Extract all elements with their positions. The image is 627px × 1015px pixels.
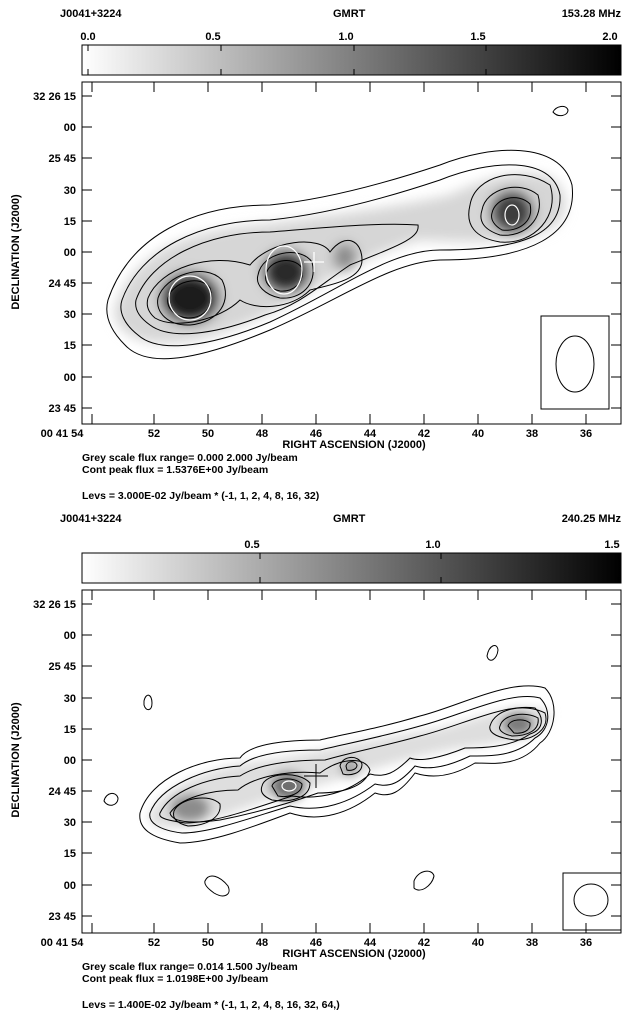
y-axis-label: DECLINATION (J2000) — [10, 194, 22, 310]
frequency-label: 153.28 MHz — [562, 8, 622, 20]
ra-tick-label: 38 — [526, 937, 538, 949]
core-position-cross — [304, 764, 328, 788]
dec-tick-label: 00 — [64, 630, 76, 642]
contour-map-panel-153mhz: J0041+3224 GMRT 153.28 MHz 0.0 0.5 1.0 1… — [10, 8, 622, 502]
greyscale-emission — [148, 707, 551, 828]
ra-tick-label: 48 — [256, 428, 268, 440]
map-area: 32 26 15 00 25 45 30 15 00 24 45 30 15 0… — [33, 589, 622, 949]
colorbar-tick-label: 2.0 — [602, 31, 617, 43]
dec-tick-label: 32 26 15 — [33, 91, 76, 103]
colorbar-tick-label: 0.0 — [80, 31, 95, 43]
ra-ticks: 00 41 54 52 50 48 46 44 42 40 38 36 — [41, 590, 592, 949]
telescope-name: GMRT — [333, 513, 366, 525]
ra-ticks: 00 41 54 52 50 48 46 44 42 40 38 36 — [41, 82, 592, 440]
dec-tick-label: 24 45 — [48, 278, 76, 290]
source-name: J0041+3224 — [60, 8, 122, 20]
colorbar-frame — [81, 552, 622, 584]
colorbar-frame — [81, 44, 622, 76]
ra-tick-label: 00 41 54 — [41, 937, 85, 949]
colorbar: 0.5 1.0 1.5 — [81, 539, 622, 584]
x-axis-label: RIGHT ASCENSION (J2000) — [282, 948, 426, 960]
y-axis-label: DECLINATION (J2000) — [10, 702, 22, 818]
ra-tick-label: 50 — [202, 937, 214, 949]
colorbar-tick-label: 1.5 — [470, 31, 485, 43]
x-axis-label: RIGHT ASCENSION (J2000) — [282, 439, 426, 451]
colorbar-gradient — [82, 45, 621, 75]
contour-map-figure: J0041+3224 GMRT 240.25 MHz 0.5 1.0 1.5 — [10, 513, 622, 1011]
ra-tick-label: 44 — [364, 428, 377, 440]
ra-tick-label: 46 — [310, 937, 322, 949]
source-name: J0041+3224 — [60, 513, 122, 525]
dec-tick-label: 00 — [64, 247, 76, 259]
peak-contour — [281, 780, 297, 792]
dec-tick-label: 25 45 — [48, 661, 76, 673]
dec-tick-label: 30 — [64, 309, 76, 321]
map-frame — [81, 589, 622, 934]
dec-tick-label: 24 45 — [48, 786, 76, 798]
contour-lines — [106, 105, 573, 360]
ra-tick-label: 44 — [364, 937, 377, 949]
ra-tick-label: 42 — [418, 937, 430, 949]
dec-tick-label: 30 — [64, 817, 76, 829]
ra-tick-label: 36 — [580, 428, 592, 440]
ra-tick-label: 42 — [418, 428, 430, 440]
dec-ticks: 32 26 15 00 25 45 30 15 00 24 45 30 15 0… — [33, 599, 621, 923]
peak-flux-text: Cont peak flux = 1.5376E+00 Jy/beam — [82, 464, 268, 476]
dec-tick-label: 23 45 — [48, 403, 76, 415]
dec-ticks: 32 26 15 00 25 45 30 15 00 24 45 30 15 0… — [33, 91, 621, 415]
beam-ellipse — [555, 335, 595, 393]
ra-tick-label: 50 — [202, 428, 214, 440]
dec-tick-label: 32 26 15 — [33, 599, 76, 611]
colorbar-tick-label: 0.5 — [244, 539, 259, 551]
colorbar-tick-label: 1.0 — [425, 539, 440, 551]
colorbar-tick-label: 1.0 — [338, 31, 353, 43]
map-area: 32 26 15 00 25 45 30 15 00 24 45 30 15 0… — [33, 81, 622, 440]
dec-tick-label: 15 — [64, 216, 76, 228]
telescope-name: GMRT — [333, 8, 366, 20]
beam-box — [540, 315, 610, 410]
dec-tick-label: 15 — [64, 340, 76, 352]
contour-map-figure: J0041+3224 GMRT 153.28 MHz 0.0 0.5 1.0 1… — [10, 8, 622, 502]
dec-tick-label: 00 — [64, 880, 76, 892]
ra-tick-label: 38 — [526, 428, 538, 440]
map-frame — [81, 81, 622, 425]
dec-tick-label: 15 — [64, 724, 76, 736]
colorbar-tick-label: 1.5 — [604, 539, 619, 551]
greyscale-emission — [114, 173, 566, 344]
dec-tick-label: 30 — [64, 693, 76, 705]
contour-levels-text: Levs = 1.400E-02 Jy/beam * (-1, 1, 2, 4,… — [82, 999, 340, 1011]
ra-tick-label: 48 — [256, 937, 268, 949]
ra-tick-label: 46 — [310, 428, 322, 440]
flux-range-text: Grey scale flux range= 0.000 2.000 Jy/be… — [82, 452, 298, 464]
peak-contour — [168, 275, 212, 321]
ra-tick-label: 40 — [472, 937, 484, 949]
ra-tick-label: 52 — [148, 428, 160, 440]
colorbar: 0.0 0.5 1.0 1.5 2.0 — [80, 31, 622, 76]
peak-contour — [265, 245, 303, 295]
contour-levels-text: Levs = 3.000E-02 Jy/beam * (-1, 1, 2, 4,… — [82, 490, 319, 502]
peak-contour — [504, 204, 520, 226]
ra-tick-label: 00 41 54 — [41, 428, 85, 440]
beam-ellipse — [573, 883, 609, 917]
contour-lines — [103, 644, 555, 897]
beam-box — [562, 872, 622, 931]
colorbar-gradient — [82, 553, 621, 583]
ra-tick-label: 40 — [472, 428, 484, 440]
ra-tick-label: 36 — [580, 937, 592, 949]
dec-tick-label: 00 — [64, 372, 76, 384]
dec-tick-label: 30 — [64, 185, 76, 197]
peak-flux-text: Cont peak flux = 1.0198E+00 Jy/beam — [82, 973, 268, 985]
dec-tick-label: 00 — [64, 755, 76, 767]
dec-tick-label: 23 45 — [48, 911, 76, 923]
dec-tick-label: 15 — [64, 848, 76, 860]
dec-tick-label: 25 45 — [48, 153, 76, 165]
core-position-cross — [304, 252, 324, 272]
colorbar-tick-label: 0.5 — [205, 31, 220, 43]
contour-map-panel-240mhz: J0041+3224 GMRT 240.25 MHz 0.5 1.0 1.5 — [0, 508, 627, 1015]
dec-tick-label: 00 — [64, 122, 76, 134]
frequency-label: 240.25 MHz — [562, 513, 622, 525]
ra-tick-label: 52 — [148, 937, 160, 949]
flux-range-text: Grey scale flux range= 0.014 1.500 Jy/be… — [82, 961, 298, 973]
